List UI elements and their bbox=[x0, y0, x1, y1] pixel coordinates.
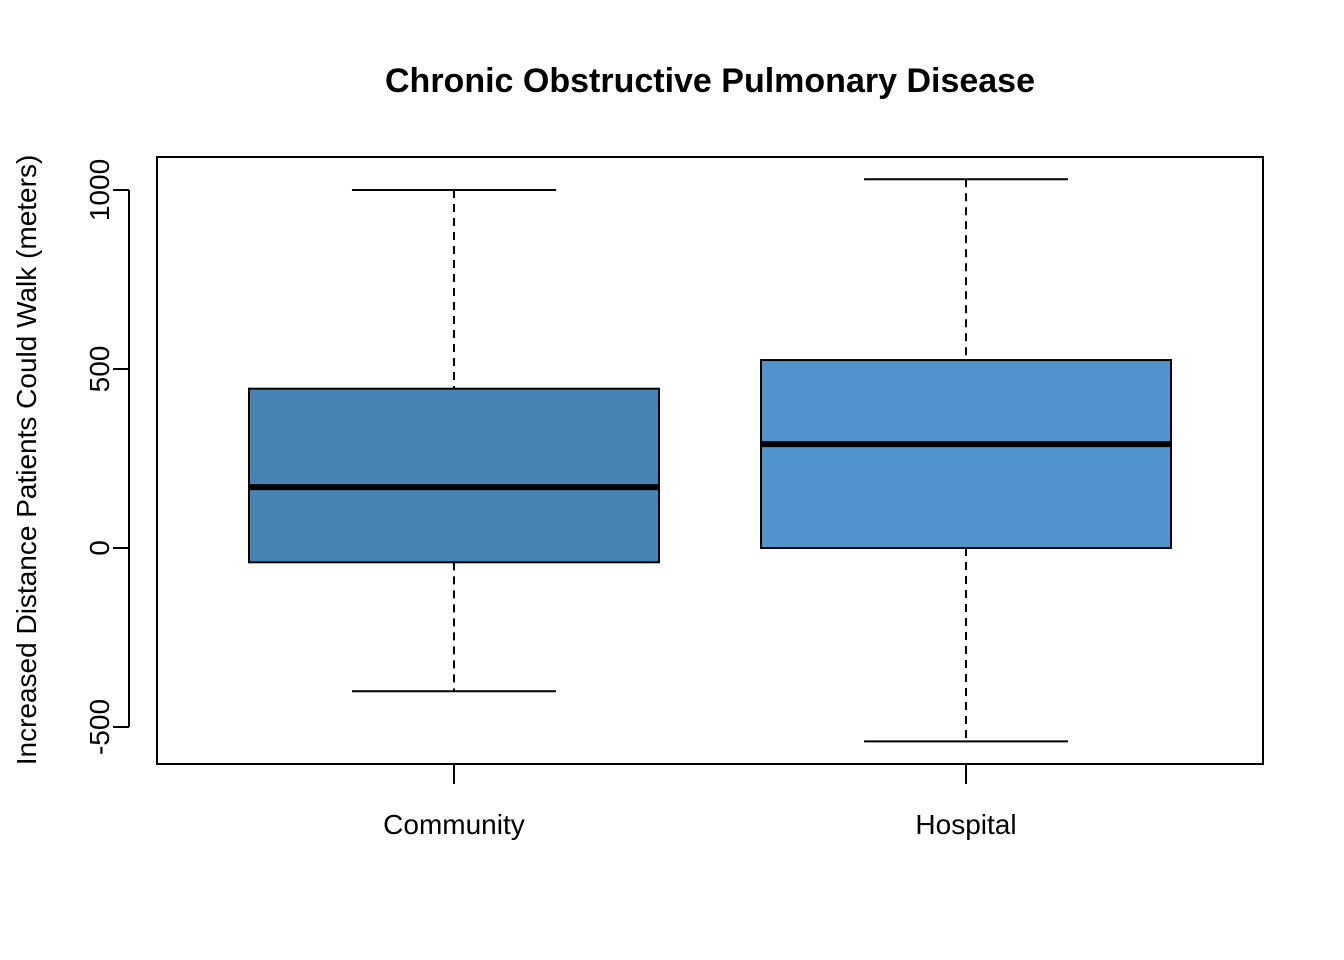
y-tick-label: 0 bbox=[84, 540, 115, 556]
box-group bbox=[760, 178, 1173, 743]
plot-frame bbox=[156, 156, 1264, 765]
y-tick-label: 500 bbox=[84, 346, 115, 393]
y-tick-label: -500 bbox=[84, 699, 115, 755]
y-axis: -500 0 500 1000 bbox=[84, 159, 130, 755]
y-axis-label: Increased Distance Patients Could Walk (… bbox=[11, 155, 42, 766]
iqr-box bbox=[247, 387, 660, 564]
chart-title: Chronic Obstructive Pulmonary Disease bbox=[385, 62, 1035, 100]
y-tick-label: 1000 bbox=[84, 159, 115, 221]
boxes-layer bbox=[247, 178, 1173, 743]
x-tick-label: Hospital bbox=[915, 809, 1016, 840]
box-group bbox=[247, 189, 660, 693]
x-axis: Community Hospital bbox=[383, 764, 1017, 840]
iqr-box bbox=[760, 359, 1173, 549]
x-tick-label: Community bbox=[383, 809, 525, 840]
